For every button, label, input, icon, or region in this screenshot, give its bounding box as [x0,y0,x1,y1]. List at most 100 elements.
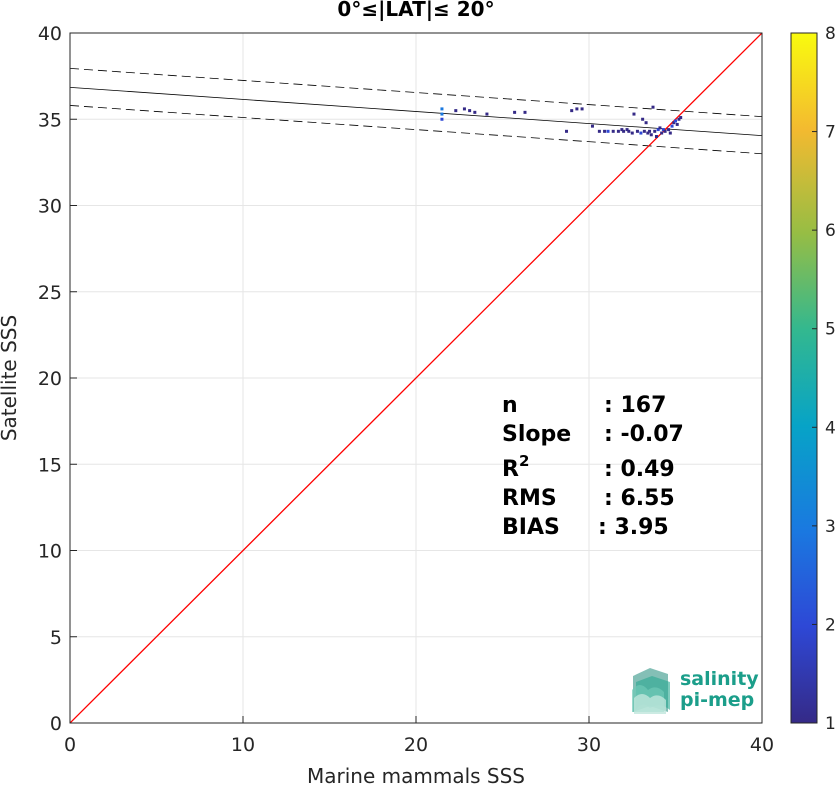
data-point [648,129,652,133]
x-tick-label: 20 [404,734,428,756]
colorbar-tick-label: 3 [825,517,836,537]
data-point [639,131,643,135]
data-point [672,121,676,125]
y-tick-label: 0 [50,713,62,735]
stat-rms-value: : 6.55 [604,486,675,511]
data-point [625,128,629,132]
data-point [661,128,665,132]
stat-r2-superscript: 2 [519,452,529,470]
colorbar-tick-label: 1 [825,714,836,734]
y-tick-label: 20 [38,368,62,390]
data-point [646,131,650,135]
colorbar-tick-label: 6 [825,221,836,241]
data-point [656,128,660,132]
y-tick-label: 40 [38,23,62,45]
data-point [590,124,594,128]
data-point [674,119,677,123]
colorbar-tick-label: 5 [825,320,836,340]
data-point [667,128,671,132]
data-point [513,110,517,114]
stat-n-label: n [502,393,518,418]
data-point [454,109,458,113]
colorbar-tick-label: 4 [825,418,836,438]
logo-text-pi-mep: pi-mep [680,689,754,711]
data-point [670,124,674,128]
data-point [468,109,472,113]
data-point [440,112,444,116]
data-point [649,133,653,137]
colorbar-tick-label: 8 [825,24,836,44]
data-point [440,107,444,111]
data-point [642,129,646,133]
data-point [641,117,645,121]
stat-bias-value: : 3.95 [598,515,669,540]
data-point [663,129,667,133]
y-tick-label: 15 [38,454,62,476]
data-point [644,121,648,125]
data-point [597,129,601,133]
colorbar-gradient [790,32,818,724]
confidence-line [70,67,762,118]
x-tick-label: 0 [64,734,76,756]
data-point [632,112,636,116]
stat-r2-label: R2 [502,452,529,482]
data-point [606,129,610,133]
regression-line [70,86,762,137]
one-to-one-line [70,33,762,723]
data-point [677,117,681,121]
stat-slope-value: : -0.07 [604,422,684,447]
stat-bias-label: BIAS [502,515,560,540]
x-tick-label: 40 [750,734,774,756]
y-axis-ticks: 0 5 10 15 20 25 30 35 40 [38,23,77,735]
data-point [630,131,634,135]
colorbar: 1 2 3 4 5 6 7 8 [790,24,836,734]
data-point [485,112,489,116]
data-point [675,122,679,126]
data-point [635,129,639,133]
x-tick-label: 30 [577,734,601,756]
data-point [462,107,466,111]
colorbar-tick-label: 2 [825,615,836,635]
stat-n-value: : 167 [604,393,666,418]
data-point [651,105,655,109]
x-axis-label: Marine mammals SSS [307,764,525,786]
chart-title: 0°≤|LAT|≤ 20° [337,0,494,21]
identity-line [70,33,762,723]
data-point [660,131,664,135]
logo-text-salinity: salinity [680,668,759,690]
data-point [627,129,631,133]
y-tick-label: 30 [38,196,62,218]
data-point [679,116,683,120]
confidence-lines [70,67,762,155]
data-point [440,117,444,121]
x-tick-label: 10 [231,734,255,756]
data-point [620,128,624,132]
fit-line [70,86,762,137]
y-tick-label: 10 [38,541,62,563]
data-points [440,105,683,138]
data-point [580,107,584,111]
data-point [473,110,477,114]
data-point [603,129,607,133]
confidence-line [70,105,762,155]
data-point [658,126,662,130]
data-point [565,129,569,133]
data-point [611,129,615,133]
data-point [616,129,620,133]
x-axis-ticks: 0 10 20 30 40 [64,716,774,756]
data-point [622,129,626,133]
stat-slope-label: Slope [502,422,571,447]
wave-logo-icon [632,668,670,714]
data-point [654,135,658,138]
data-point [523,110,527,114]
data-point [575,107,579,111]
stat-r2-base: R [502,457,519,482]
data-point [668,131,672,135]
stat-r2-value: : 0.49 [604,457,675,482]
y-axis-label: Satellite SSS [0,315,21,441]
salinity-pi-mep-logo: salinity pi-mep [632,668,759,714]
statistics-box: n : 167 Slope : -0.07 R2 : 0.49 RMS : 6.… [502,393,684,540]
y-tick-label: 5 [50,627,62,649]
data-point [570,109,574,113]
